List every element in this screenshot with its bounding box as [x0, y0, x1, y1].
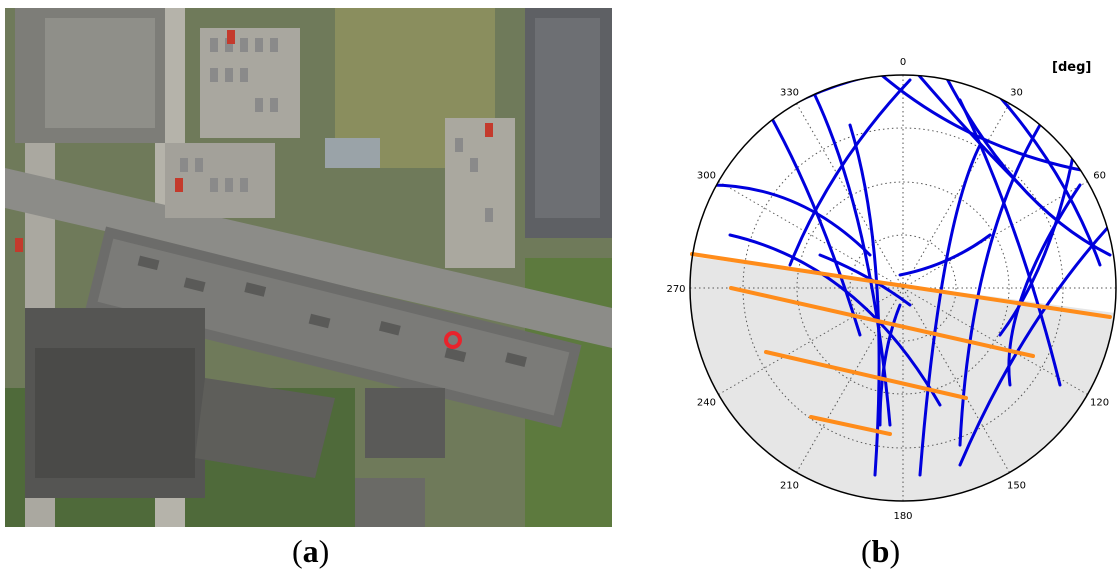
horizon-circle [689, 74, 1117, 502]
azimuth-label: 270 [666, 284, 685, 295]
satellite-track [848, 123, 881, 477]
mask-line [729, 286, 1035, 358]
satellite-track [728, 233, 942, 407]
caption-b: (b) [861, 533, 901, 569]
satellite-track [958, 223, 1112, 467]
azimuth-label: 300 [697, 171, 716, 182]
greenhouse [325, 138, 380, 168]
building-southeast [365, 388, 445, 458]
satellite-track [958, 98, 1062, 387]
caption-a: (a) [292, 533, 330, 569]
elevation-mask-lines [690, 252, 1112, 436]
satellite-track [908, 75, 1022, 187]
main-building [85, 226, 582, 428]
azimuth-label: 150 [1007, 481, 1026, 492]
satellite-track [918, 143, 982, 477]
satellite-track [898, 233, 992, 277]
satellite-track [738, 75, 1082, 137]
satellite-track [818, 253, 912, 307]
receiver-location-marker [444, 331, 462, 349]
parking-middle [165, 143, 275, 218]
mask-line [690, 252, 1112, 319]
azimuth-label: 60 [1093, 171, 1106, 182]
grid-spoke [902, 181, 1088, 289]
building-south [195, 378, 335, 478]
skyplot: 0306090120150180210240270300330 [deg] [666, 57, 1117, 522]
azimuth-label: 210 [780, 481, 799, 492]
azimuth-label: 30 [1010, 87, 1023, 98]
mask-line [809, 415, 892, 436]
mask-line [764, 350, 968, 400]
skyplot-panel: 0306090120150180210240270300330 [deg] [640, 5, 1118, 525]
satellite-track [788, 78, 912, 267]
aerial-photo [5, 8, 612, 527]
azimuth-label: 330 [780, 87, 799, 98]
satellite-track [958, 123, 1042, 447]
unit-label: [deg] [1052, 60, 1091, 75]
satellite-track [878, 303, 902, 427]
obstruction-shade [690, 255, 1116, 501]
azimuth-label: 240 [697, 398, 716, 409]
polar-grid [690, 75, 1116, 501]
azimuth-label: 180 [893, 511, 912, 522]
azimuth-label: 0 [900, 57, 906, 68]
aerial-photo-panel [5, 8, 612, 527]
satellite-track [708, 183, 872, 257]
satellite-track [868, 75, 1112, 177]
azimuth-label: 120 [1090, 398, 1109, 409]
road-diagonal [5, 168, 612, 348]
